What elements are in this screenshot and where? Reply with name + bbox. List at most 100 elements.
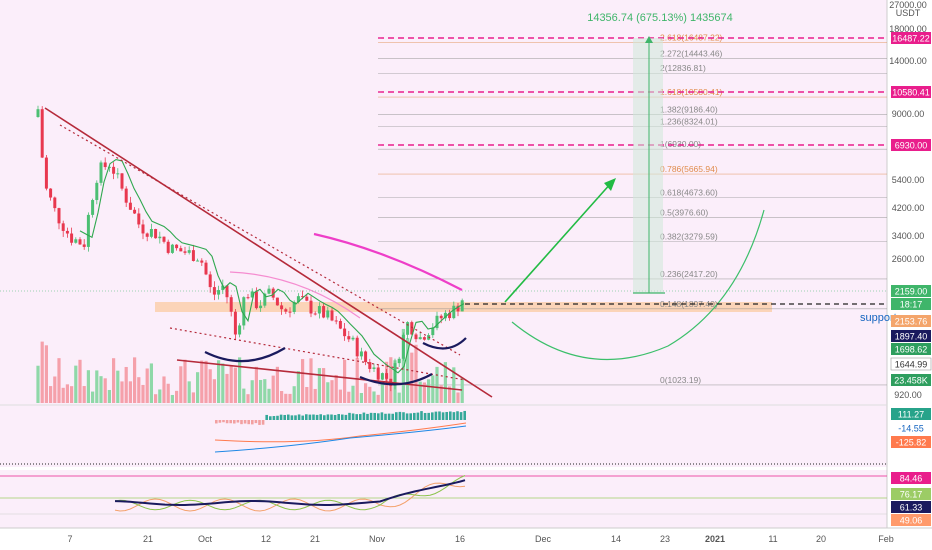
volume-bar [414,344,418,403]
volume-bars [36,328,464,403]
candle-body [91,200,95,215]
fib-level-label: 1.236(8324.01) [660,117,718,127]
volume-bar [162,376,166,403]
volume-bar [166,383,170,403]
volume-bar [317,368,321,403]
macd-histogram-bar [247,420,250,425]
axis-tick: 14000.00 [889,56,927,66]
candle-body [443,312,447,319]
volume-bar [351,385,355,403]
candle-body [359,351,363,357]
axis-tick: 4200.00 [892,203,925,213]
candle-body [364,351,368,363]
candle-body [288,311,292,313]
price-tag [891,32,931,44]
price-tag-label: 23.458K [894,376,928,386]
macd-histogram-bar [441,412,445,420]
axis-tick: 18000.00 [889,24,927,34]
volume-bar [70,386,74,403]
volume-bar [292,386,296,403]
stoch-tag [891,472,931,484]
macd-histogram-bar [261,420,265,425]
macd-histogram-bar [427,412,430,420]
volume-bar [103,378,107,403]
volume-bar [301,359,305,403]
macd-histogram-bar [301,415,304,420]
axis-tick: 27000.00 [889,0,927,10]
candle-body [334,320,338,322]
volume-bar [225,373,229,403]
macd-histogram-bar [218,420,222,423]
volume-bar [431,375,435,403]
candle-body [397,358,401,364]
candle-body [292,302,296,312]
volume-bar [364,383,368,403]
volume-bar [154,394,158,403]
candle-body [141,224,145,234]
macd-tag [891,408,931,420]
macd-histogram-bar [380,412,384,420]
candle-body [149,229,153,237]
volume-bar [456,392,460,403]
date-tick: Oct [198,534,213,544]
macd-histogram-bar [391,413,394,420]
macd-histogram-bar [413,412,416,420]
price-tag [891,343,931,355]
macd-tag-label: -14.55 [898,424,924,434]
candle-body [351,337,355,340]
candle-body [137,213,141,225]
volume-bar [322,368,326,403]
candle-body [221,285,225,291]
candle-body [179,248,183,252]
volume-bar [254,366,258,403]
volume-bar [309,358,313,403]
candle-body [40,109,44,158]
candle-body [317,306,321,314]
volume-bar [271,375,275,403]
volume-bar [36,365,40,403]
macd-histogram-bar [294,415,297,420]
macd-histogram-bar [423,412,427,420]
price-tag [890,357,932,371]
macd-histogram-bar [456,411,459,420]
candle-body [107,166,111,168]
candlesticks [36,105,465,392]
price-tag [891,139,931,151]
volume-bar [212,379,216,403]
volume-bar [259,379,263,403]
candle-body [208,274,212,288]
price-tag [891,298,931,310]
candle-body [267,288,271,294]
candle-body [49,188,53,198]
volume-bar [112,358,116,403]
fib-level-label: 0.5(3976.60) [660,208,708,218]
volume-bar [460,377,464,403]
candle-body [330,310,334,321]
volume-bar [343,359,347,403]
volume-bar [326,382,330,403]
macd-tag [891,436,931,448]
candle-body [372,367,376,369]
macd-histogram-bar [258,420,261,425]
axis-tick: 5400.00 [892,175,925,185]
date-tick: Nov [369,534,386,544]
macd-line [214,425,467,453]
volume-bar [296,371,300,403]
candle-body [124,188,128,203]
volume-bar [380,383,384,403]
volume-bar [187,381,191,403]
volume-bar [418,381,422,403]
volume-bar [65,384,69,403]
macd-tag [891,422,931,434]
stochastic-pane [0,463,887,515]
macd-histogram-bar [251,420,254,425]
volume-bar [267,388,271,403]
macd-histogram-bar [420,411,423,420]
stoch-tag-label: 61.33 [900,503,923,513]
candle-body [452,305,456,319]
volume-bar [124,366,128,403]
candle-body [414,334,418,340]
volume-bar [74,365,78,403]
date-tick: 11 [768,534,777,544]
